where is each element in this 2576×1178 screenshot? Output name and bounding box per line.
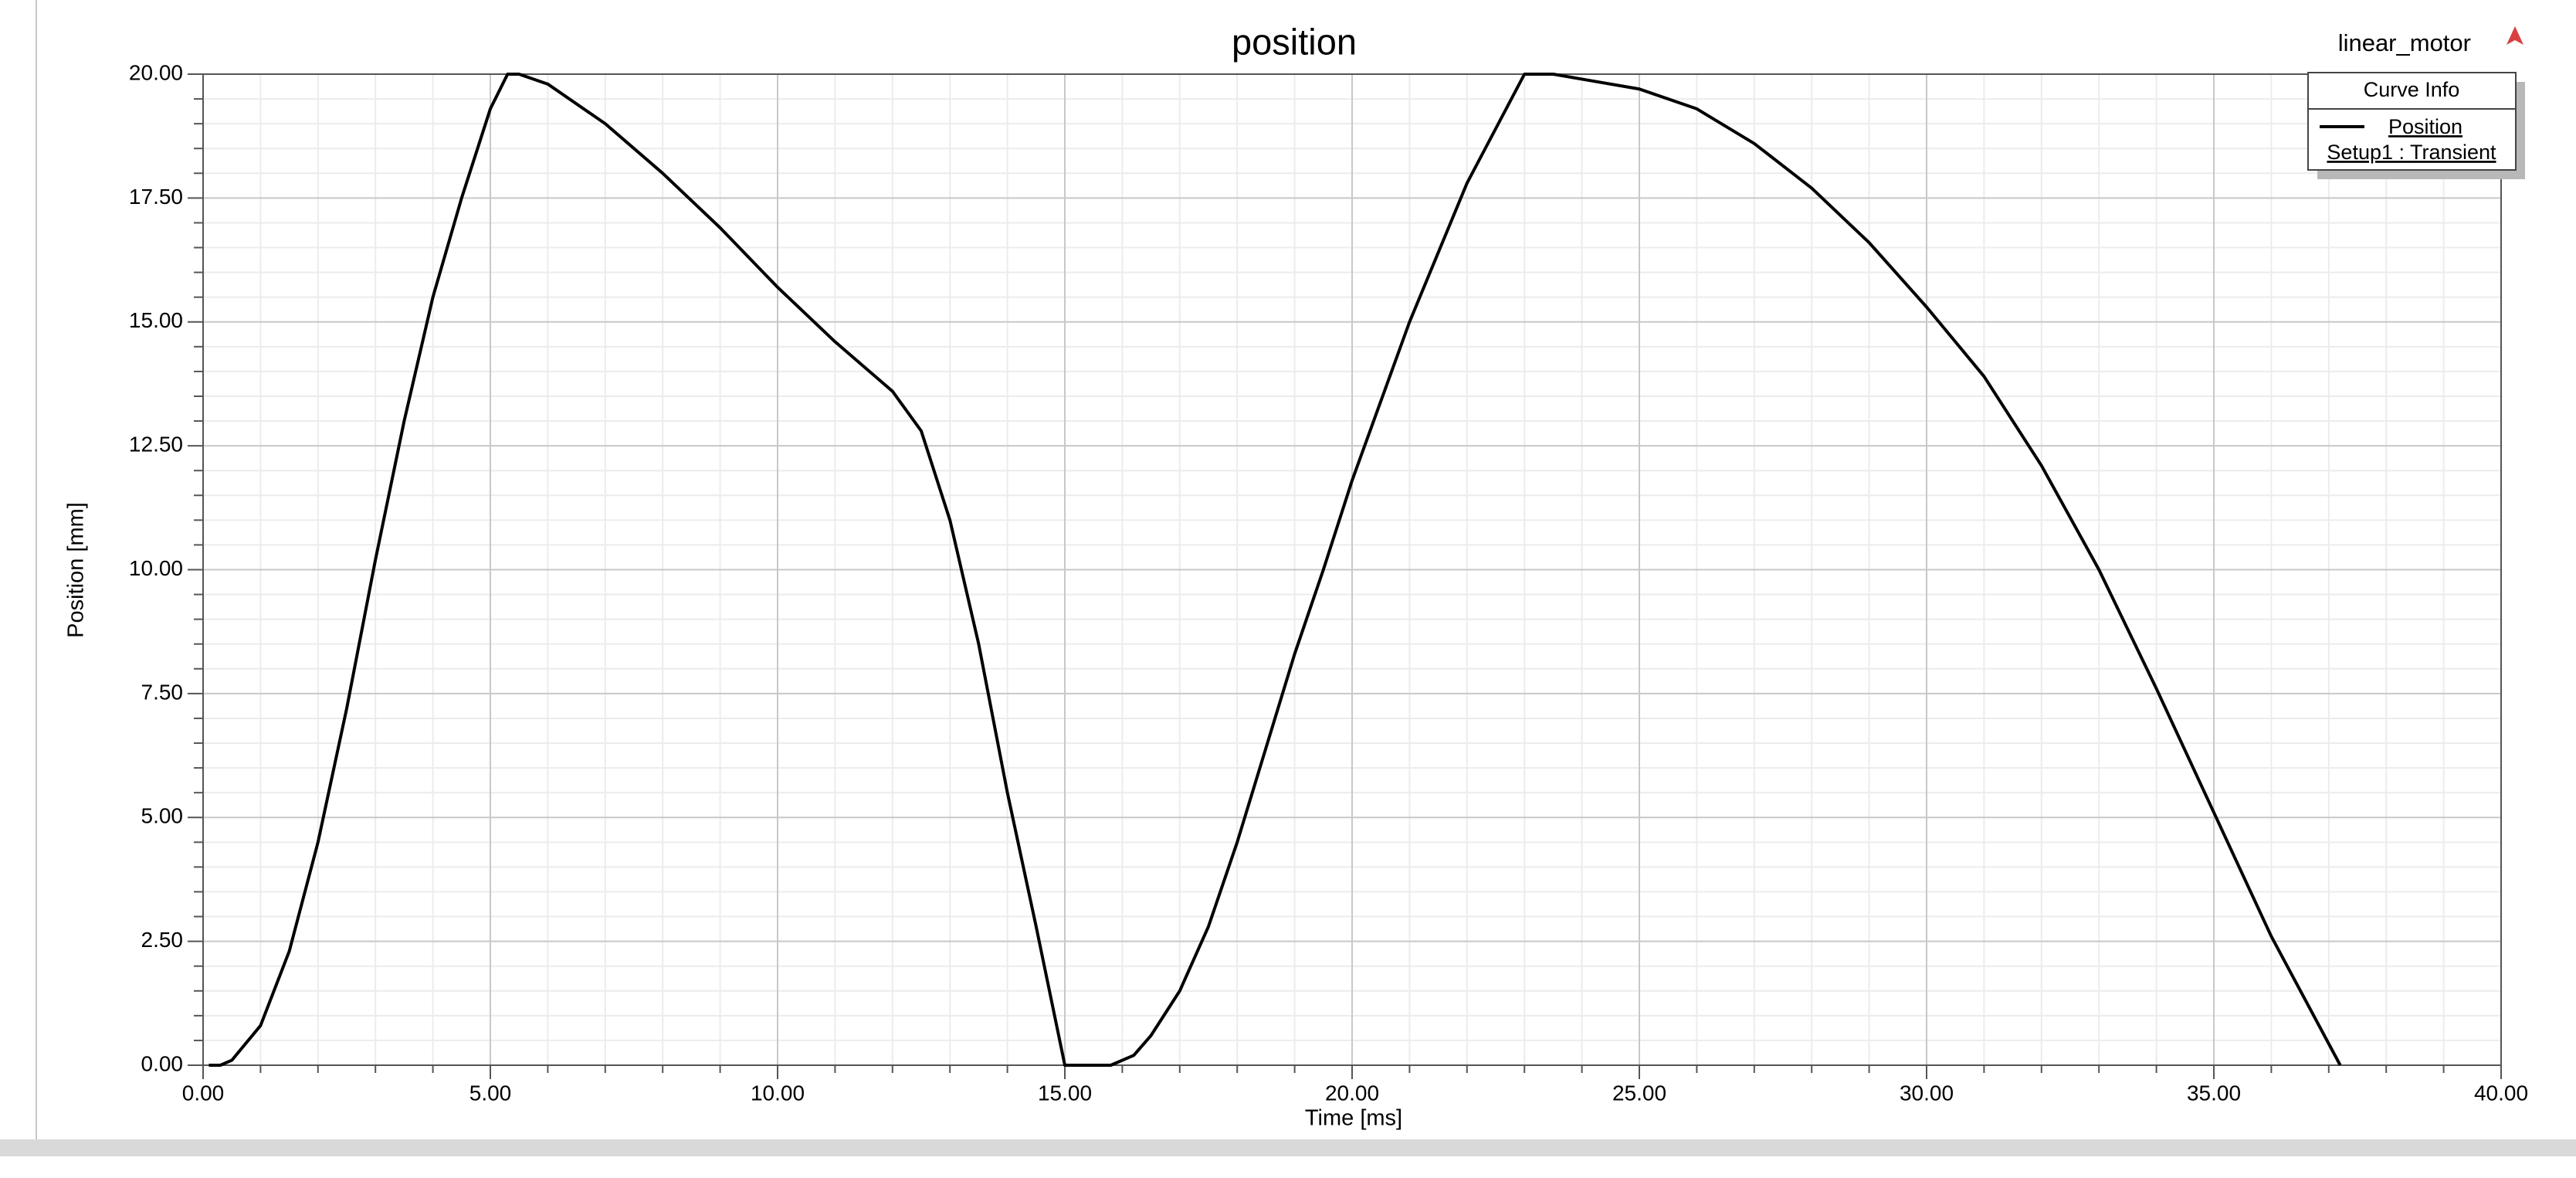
- logo-icon: [2507, 26, 2523, 45]
- y-tick-label: 15.00: [129, 308, 183, 332]
- y-tick-label: 20.00: [129, 60, 183, 84]
- legend-title: Curve Info: [2364, 78, 2460, 101]
- y-axis-label: Position [mm]: [64, 502, 89, 638]
- x-tick-label: 0.00: [182, 1081, 225, 1105]
- x-tick-label: 25.00: [1612, 1081, 1666, 1105]
- y-tick-label: 5.00: [141, 804, 184, 828]
- y-tick-label: 12.50: [129, 433, 183, 457]
- design-name: linear_motor: [2338, 29, 2471, 56]
- mark-layer: [208, 73, 2342, 1067]
- x-tick-label: 20.00: [1325, 1081, 1379, 1105]
- legend-label: Position: [2388, 115, 2462, 138]
- legend-solution: Setup1 : Transient: [2327, 141, 2496, 164]
- legend: Curve Info Position Setup1 : Transient: [2307, 72, 2525, 179]
- x-tick-label: 15.00: [1038, 1081, 1092, 1105]
- y-tick-label: 17.50: [129, 185, 183, 209]
- grid-layer: [188, 73, 2502, 1079]
- y-tick-label: 10.00: [129, 556, 183, 580]
- legend-box: [2307, 72, 2517, 171]
- x-tick-label: 35.00: [2187, 1081, 2241, 1105]
- status-strip: [0, 1139, 2576, 1156]
- y-tick-label: 0.00: [141, 1051, 184, 1075]
- plot-frame: [202, 73, 2502, 1066]
- chart-title: position: [1232, 21, 1357, 62]
- x-tick-label: 30.00: [1900, 1081, 1954, 1105]
- x-tick-label: 10.00: [751, 1081, 805, 1105]
- series-line: [208, 73, 2342, 1067]
- y-tick-label: 2.50: [141, 928, 184, 952]
- x-tick-label: 5.00: [469, 1081, 512, 1105]
- x-tick-label: 40.00: [2474, 1081, 2528, 1105]
- x-axis-label: Time [ms]: [1305, 1106, 1402, 1131]
- y-tick-label: 7.50: [141, 680, 184, 704]
